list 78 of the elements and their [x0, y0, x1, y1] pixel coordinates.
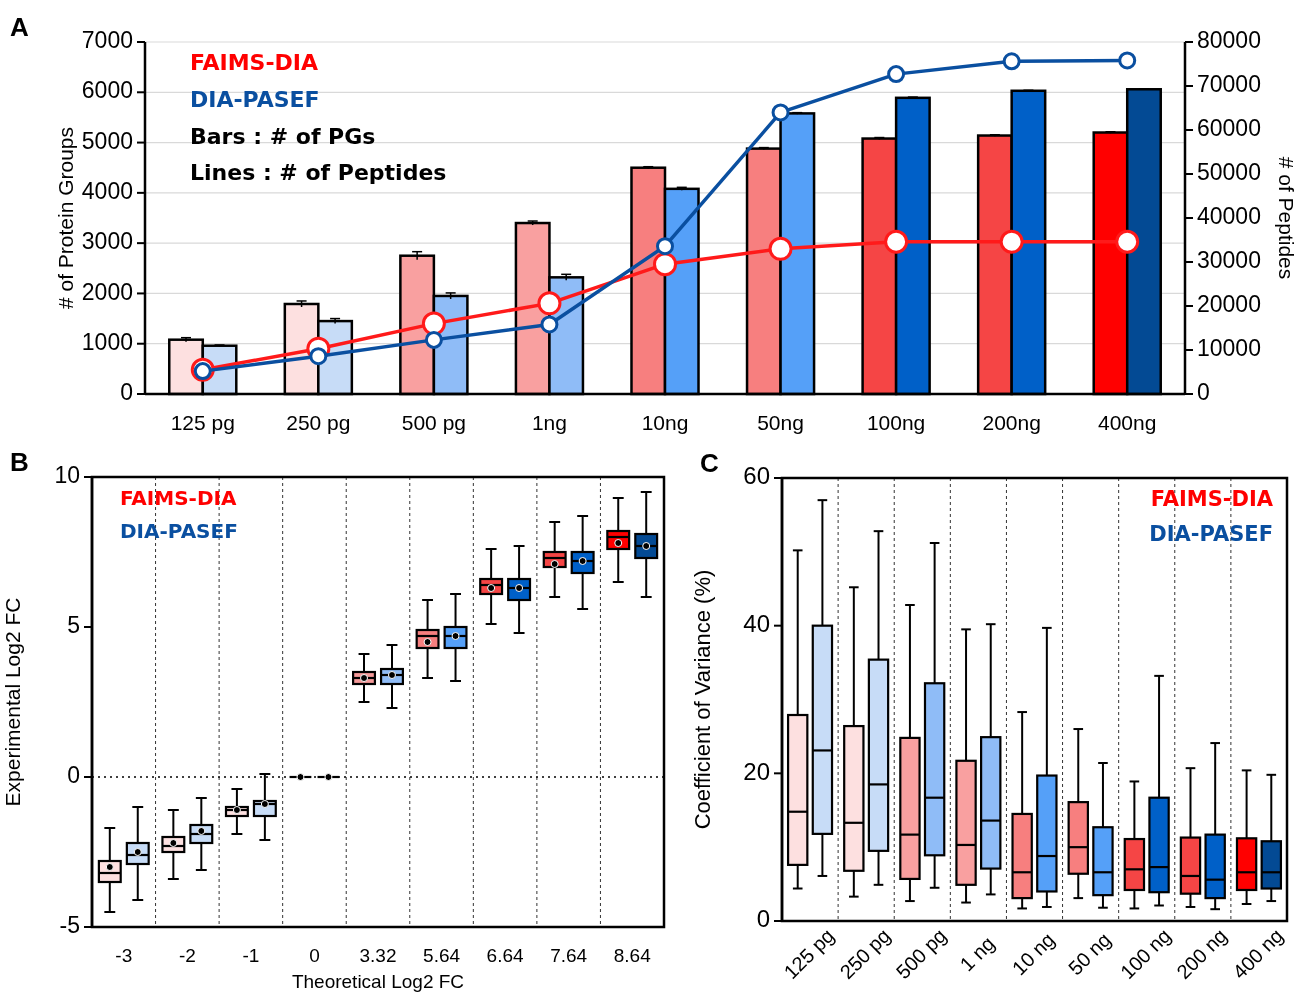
y2-tick-label: 30000 [1197, 247, 1261, 274]
y-tick-label: 1000 [81, 328, 133, 355]
y-axis-title: Coefficient of Variance (%) [689, 569, 715, 830]
y2-tick-label: 70000 [1197, 71, 1261, 98]
x-tick-label: 1 ng [955, 932, 999, 976]
x-tick-label: 8.64 [613, 945, 652, 967]
y2-tick-label: 80000 [1197, 27, 1261, 54]
y-tick-label: 5 [67, 612, 80, 639]
y2-tick-label: 10000 [1197, 335, 1261, 362]
point [656, 237, 674, 256]
point [653, 252, 677, 277]
y-tick-label: 20 [743, 757, 770, 785]
x-tick-label: 50ng [757, 410, 804, 434]
x-tick-label: 200ng [982, 410, 1041, 434]
point [768, 236, 793, 261]
y-tick-label: 2000 [81, 278, 133, 305]
y2-tick-label: 40000 [1197, 203, 1261, 230]
point [1118, 51, 1137, 70]
chart-title: C [700, 448, 719, 478]
x-tick-label: 100ng [866, 410, 926, 434]
x-tick-label: 50 ng [1063, 928, 1115, 980]
y2-tick-label: 50000 [1197, 159, 1261, 186]
x-tick-label: 0 [309, 945, 320, 967]
point [537, 291, 562, 316]
point [887, 65, 906, 84]
x-tick-label: 100 ng [1116, 924, 1175, 984]
y-tick-label: 7000 [81, 27, 133, 54]
text: FAIMS-DIA [190, 50, 319, 75]
text: FAIMS-DIA [120, 485, 237, 510]
x-tick-label: 250 pg [286, 410, 351, 434]
point [1115, 229, 1140, 254]
x-tick-label: 7.64 [550, 945, 588, 967]
point [309, 347, 328, 366]
text: DIA-PASEF [190, 86, 320, 112]
y-tick-label: 0 [756, 905, 770, 933]
y-axis-title: # of Protein Groups [53, 126, 77, 310]
x-tick-label: -1 [242, 945, 260, 967]
y-tick-label: 5000 [81, 127, 133, 154]
chart-title: A [10, 12, 29, 42]
annotation: Lines : # of Peptides [190, 160, 447, 186]
y-tick-label: 6000 [81, 77, 133, 104]
point [884, 229, 909, 254]
y-tick-label: 10 [54, 462, 80, 489]
y-tick-label: 4000 [81, 177, 133, 204]
point [540, 315, 559, 334]
x-tick-label: 1ng [531, 410, 567, 434]
point [1002, 52, 1021, 71]
y2-tick-label: 20000 [1197, 291, 1261, 318]
x-tick-label: 125 pg [170, 410, 235, 434]
y-tick-label: 60 [743, 462, 770, 490]
x-tick-label: 3.32 [359, 945, 397, 967]
y-tick-label: 0 [120, 379, 133, 406]
y-tick-label: 3000 [81, 228, 133, 255]
x-tick-label: -2 [178, 945, 196, 967]
text: DIA-PASEF [120, 518, 238, 543]
x-tick-label: 5.64 [423, 945, 461, 967]
text: FAIMS-DIA [1150, 487, 1274, 511]
y2-tick-label: 60000 [1197, 115, 1261, 142]
y-tick-label: 40 [743, 610, 770, 638]
y-tick-label: -5 [59, 912, 80, 939]
x-tick-label: -3 [115, 945, 133, 967]
x-tick-label: 10ng [641, 410, 689, 434]
chart-title: B [10, 447, 29, 477]
y2-tick-label: 0 [1197, 379, 1210, 406]
x-tick-label: 10 ng [1007, 928, 1059, 980]
point [421, 311, 446, 336]
y-axis-title: Experimental Log2 FC [0, 597, 24, 807]
y-tick-label: 0 [67, 762, 80, 789]
x-tick-label: 6.64 [486, 945, 525, 967]
x-tick-label: 400ng [1098, 410, 1157, 434]
point [771, 103, 790, 122]
point [999, 229, 1024, 254]
y2-axis-title: # of Peptides [1275, 156, 1299, 280]
text: DIA-PASEF [1149, 522, 1273, 546]
annotation: Bars : # of PGs [190, 123, 376, 149]
x-axis-title: Theoretical Log2 FC [291, 971, 465, 993]
x-tick-label: 500 pg [401, 410, 467, 434]
point [424, 330, 443, 349]
